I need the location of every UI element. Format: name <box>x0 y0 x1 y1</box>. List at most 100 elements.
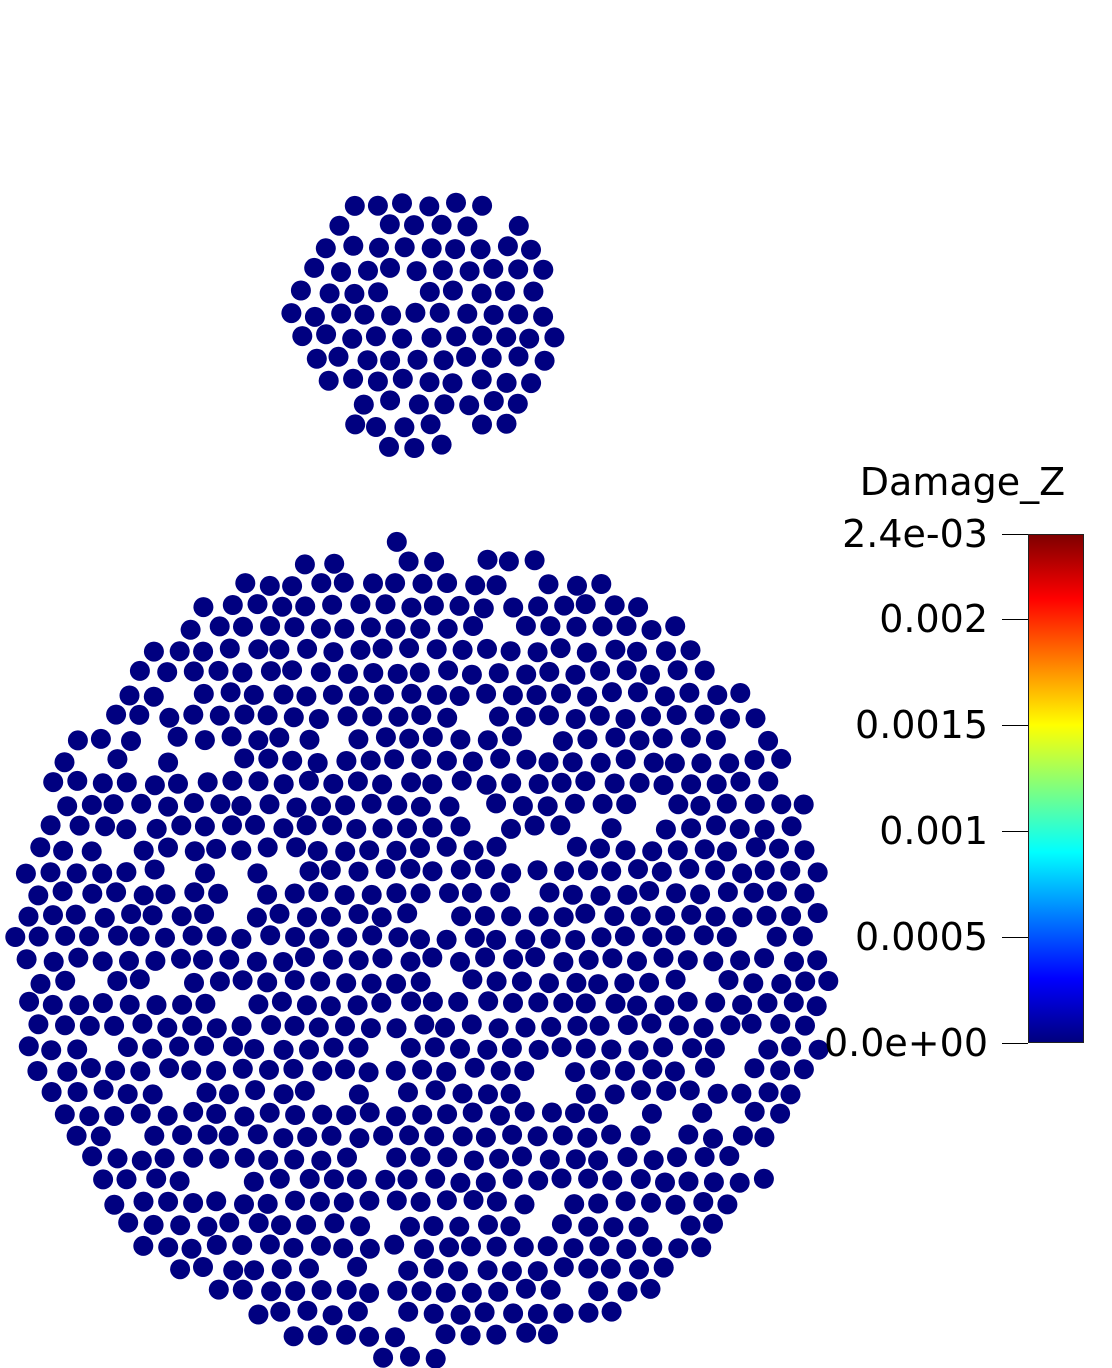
particle <box>605 639 626 660</box>
particle <box>436 836 457 857</box>
particle <box>412 573 433 594</box>
particle <box>807 862 828 883</box>
particle <box>691 1237 712 1258</box>
particle <box>476 774 497 795</box>
particle <box>720 1015 741 1036</box>
particle <box>323 642 344 663</box>
particle <box>308 1017 329 1038</box>
particle <box>630 1169 651 1189</box>
particle <box>781 816 802 837</box>
particle <box>501 726 522 747</box>
particle <box>158 752 179 773</box>
particle <box>269 1168 290 1189</box>
particle <box>651 861 672 882</box>
particle <box>398 1082 418 1103</box>
particle <box>423 1258 444 1279</box>
particle <box>423 595 444 616</box>
particle <box>248 639 269 660</box>
particle <box>591 927 612 948</box>
particle <box>705 860 726 881</box>
particle <box>372 948 393 969</box>
particle <box>371 992 392 1013</box>
particle <box>602 1170 623 1191</box>
particle <box>753 1168 774 1189</box>
particle <box>116 772 137 793</box>
particle <box>360 1018 381 1039</box>
particle <box>106 882 127 903</box>
particle <box>219 1084 239 1105</box>
particle <box>682 1038 703 1059</box>
particle <box>119 994 140 1015</box>
particle <box>528 774 549 794</box>
particle <box>384 1234 405 1255</box>
particle <box>442 373 463 394</box>
particle <box>425 1080 446 1101</box>
particle <box>488 1281 509 1302</box>
particle <box>269 639 290 660</box>
particle <box>501 863 522 884</box>
particle <box>404 215 424 236</box>
particle <box>528 1039 549 1060</box>
particle <box>373 1347 394 1368</box>
particle <box>515 1017 536 1038</box>
particle <box>363 573 383 594</box>
particle <box>43 951 64 972</box>
particle <box>497 236 518 257</box>
particle <box>386 840 407 861</box>
particle <box>541 1016 562 1037</box>
particle <box>349 685 369 706</box>
particle <box>780 1084 801 1105</box>
particle <box>366 417 386 437</box>
particle <box>273 1039 294 1060</box>
particle <box>720 708 740 729</box>
particle <box>424 551 445 572</box>
particle <box>792 926 813 947</box>
particle <box>108 925 128 946</box>
particle <box>502 1124 523 1145</box>
particle <box>244 1039 265 1059</box>
particle <box>304 306 325 327</box>
particle <box>500 1216 521 1237</box>
particle <box>208 1279 229 1300</box>
particle <box>410 971 431 992</box>
particle <box>180 619 201 640</box>
particle <box>66 863 87 884</box>
particle <box>628 859 648 880</box>
colorbar-tick-mark <box>1002 619 1028 620</box>
particle <box>392 193 412 214</box>
colorbar-tick-label: 0.001 <box>879 809 988 853</box>
particle <box>488 1018 509 1039</box>
particle <box>222 815 242 836</box>
particle <box>565 664 586 685</box>
particle <box>437 1104 458 1125</box>
particle <box>471 369 492 390</box>
particle <box>605 727 626 748</box>
particle <box>628 1216 649 1237</box>
particle <box>66 1125 87 1146</box>
particle <box>243 1171 264 1192</box>
particle <box>408 394 429 415</box>
particle <box>603 1217 624 1238</box>
particle <box>694 839 715 860</box>
particle <box>410 1146 431 1167</box>
particle <box>234 1194 254 1215</box>
particle <box>358 1062 379 1083</box>
particle <box>130 1103 151 1124</box>
particle <box>501 818 521 839</box>
particle <box>461 1014 482 1035</box>
particle <box>209 705 230 726</box>
particle <box>116 1169 137 1190</box>
particle <box>400 858 421 879</box>
particle <box>807 950 828 971</box>
particle <box>308 709 329 729</box>
particle <box>495 281 515 301</box>
particle <box>665 616 686 637</box>
particle <box>743 973 764 994</box>
particle <box>132 1013 153 1034</box>
particle <box>219 1212 240 1233</box>
particle <box>307 753 328 773</box>
particle <box>290 280 311 301</box>
particle <box>157 1017 178 1038</box>
particle <box>486 971 507 992</box>
particle <box>459 395 480 416</box>
